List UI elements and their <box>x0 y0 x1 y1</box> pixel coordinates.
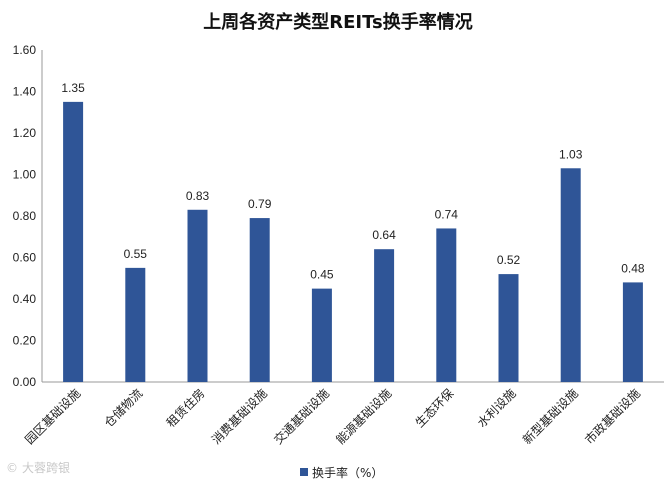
data-label: 0.55 <box>124 247 148 261</box>
watermark: © 大蓉跨银 <box>6 461 70 475</box>
y-tick-label: 0.60 <box>13 251 37 265</box>
x-axis-categories: 园区基础设施 仓储物流 租赁住房 消费基础设施 交通基础设施 能源基础设施 生态环保 水利设施… <box>22 386 643 448</box>
y-axis-ticks: 0.00 0.20 0.40 0.60 0.80 1.00 1.20 1.40 1.60 <box>13 43 37 389</box>
y-tick-label: 0.00 <box>13 375 37 389</box>
x-category-label: 租赁住房 <box>163 386 208 431</box>
bar <box>560 168 581 382</box>
data-label: 0.52 <box>497 253 521 267</box>
bar <box>249 218 270 382</box>
x-category-label: 仓储物流 <box>101 386 146 431</box>
y-tick-label: 0.20 <box>13 334 37 348</box>
bar <box>374 249 395 382</box>
bar <box>498 274 519 382</box>
x-category-label: 交通基础设施 <box>270 386 332 448</box>
y-tick-label: 1.20 <box>13 126 37 140</box>
y-tick-label: 1.00 <box>13 168 37 182</box>
x-category-label: 生态环保 <box>413 386 457 430</box>
y-tick-label: 0.40 <box>13 292 37 306</box>
y-tick-label: 0.80 <box>13 209 37 223</box>
data-label: 1.35 <box>61 81 85 95</box>
bar-series <box>63 101 643 382</box>
data-label: 0.79 <box>248 197 272 211</box>
data-label: 0.45 <box>310 268 334 282</box>
legend: 换手率（%） <box>300 465 383 480</box>
data-label: 0.48 <box>621 261 645 275</box>
data-label: 0.83 <box>186 189 210 203</box>
data-label: 1.03 <box>559 147 583 161</box>
bar <box>436 228 457 382</box>
legend-label: 换手率（%） <box>312 465 383 480</box>
watermark-logo-icon: © <box>6 461 18 475</box>
bar <box>63 101 84 382</box>
x-category-label: 市政基础设施 <box>581 386 643 448</box>
legend-swatch <box>300 468 308 476</box>
data-labels: 1.35 0.55 0.83 0.79 0.45 0.64 0.74 0.52 1.03 0.48 <box>61 81 644 282</box>
x-category-label: 能源基础设施 <box>333 386 394 447</box>
bar <box>125 267 146 382</box>
data-label: 0.74 <box>435 207 459 221</box>
chart-title: 上周各资产类型REITs换手率情况 <box>203 11 472 33</box>
data-label: 0.64 <box>372 228 396 242</box>
x-category-label: 水利设施 <box>475 386 519 430</box>
x-category-label: 新型基础设施 <box>519 386 581 448</box>
bar <box>311 288 332 382</box>
x-category-label: 园区基础设施 <box>22 386 83 447</box>
y-tick-label: 1.60 <box>13 43 37 57</box>
watermark-text: 大蓉跨银 <box>22 461 70 475</box>
bar <box>187 209 208 382</box>
x-category-label: 消费基础设施 <box>209 386 270 447</box>
bar <box>622 282 643 382</box>
y-tick-label: 1.40 <box>13 85 37 99</box>
